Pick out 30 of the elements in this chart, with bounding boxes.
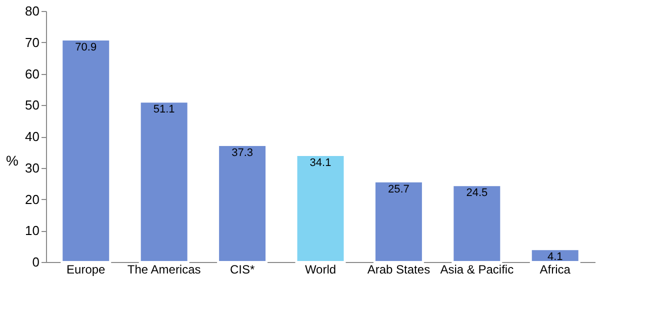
- y-tick-label: 20: [25, 192, 40, 207]
- x-tick-label: World: [304, 262, 336, 276]
- x-tick-label: Asia & Pacific: [440, 262, 514, 276]
- y-tick-label: 30: [25, 160, 40, 176]
- y-tick-label: 60: [25, 66, 40, 82]
- data-label: 4.1: [547, 251, 563, 264]
- x-tick-label: CIS*: [230, 262, 255, 276]
- y-tick-label: 10: [25, 223, 40, 238]
- bar: [138, 100, 190, 263]
- bar: [452, 184, 502, 263]
- bar: [373, 180, 424, 263]
- data-label: 25.7: [388, 183, 410, 196]
- x-tick-label: Arab States: [367, 262, 430, 276]
- data-label: 70.9: [75, 42, 97, 54]
- y-axis-title: %: [6, 152, 18, 168]
- x-tick-label: Africa: [540, 262, 571, 276]
- y-tick-label: 40: [25, 129, 40, 144]
- y-tick-label: 80: [25, 4, 40, 18]
- x-tick-label: Europe: [66, 262, 106, 276]
- y-tick-label: 0: [32, 254, 40, 270]
- data-label: 24.5: [466, 187, 488, 200]
- x-tick-label: The Americas: [127, 262, 201, 276]
- data-label: 51.1: [153, 104, 175, 116]
- data-label: 37.3: [232, 146, 254, 159]
- bar: [295, 154, 346, 263]
- y-tick-label: 70: [25, 34, 40, 50]
- data-label: 34.1: [310, 157, 332, 170]
- bar: [530, 248, 580, 263]
- bar: [60, 38, 112, 263]
- y-tick-label: 50: [25, 98, 40, 113]
